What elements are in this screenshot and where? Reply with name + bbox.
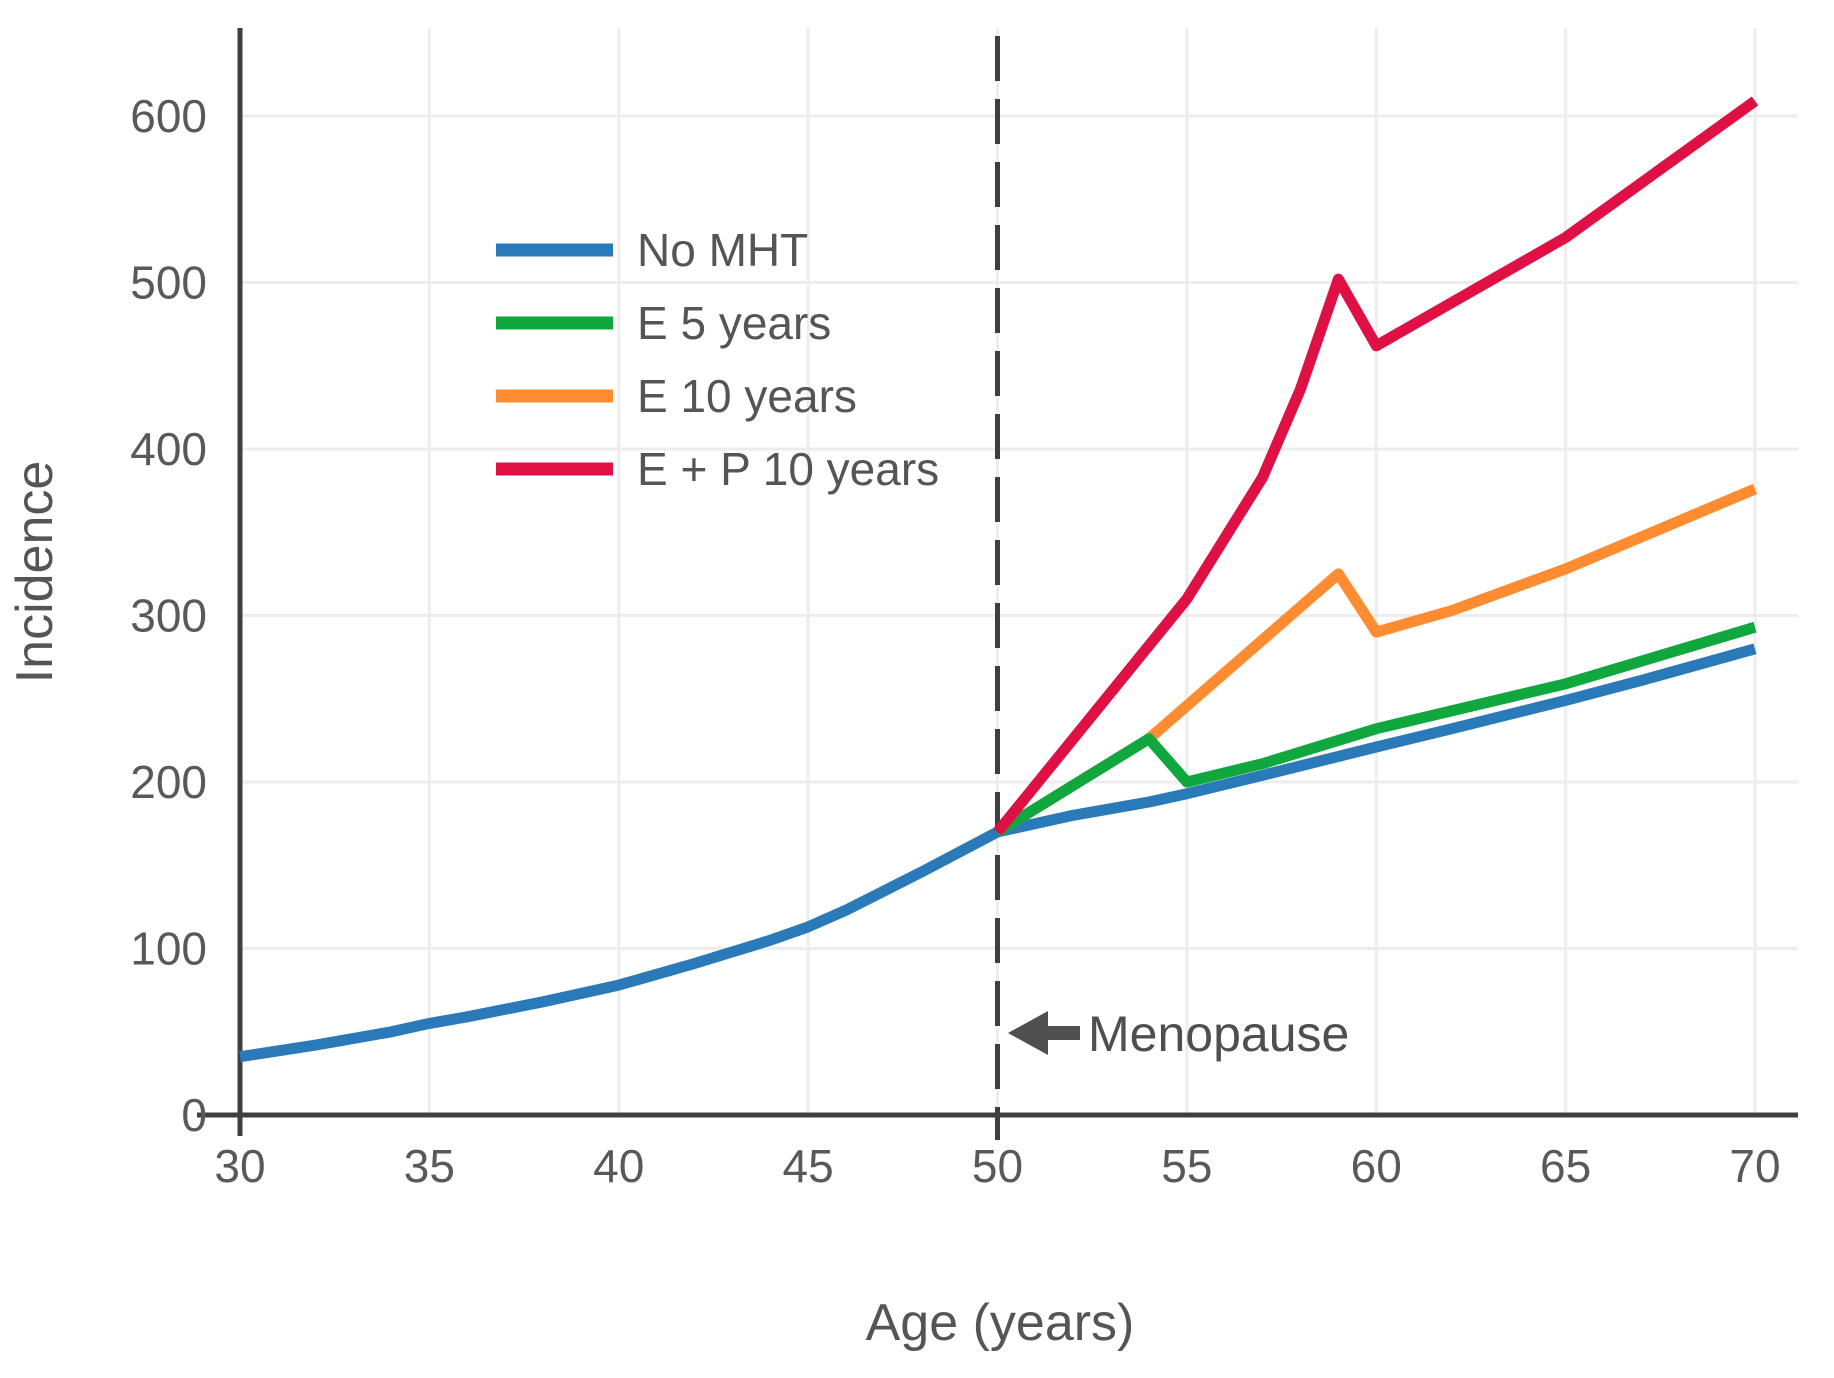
x-tick-label-50: 50 xyxy=(972,1140,1023,1192)
legend-label-e-p-10-years: E + P 10 years xyxy=(637,443,939,495)
x-axis-title: Age (years) xyxy=(866,1294,1135,1352)
x-tick-label-65: 65 xyxy=(1540,1140,1591,1192)
x-tick-label-45: 45 xyxy=(783,1140,834,1192)
legend-item-no-mht: No MHT xyxy=(496,224,808,276)
legend-item-e-5-years: E 5 years xyxy=(496,297,831,349)
x-tick-label-55: 55 xyxy=(1161,1140,1212,1192)
y-tick-label-200: 200 xyxy=(130,756,207,808)
legend-label-e-5-years: E 5 years xyxy=(637,297,831,349)
x-tick-label-30: 30 xyxy=(214,1140,265,1192)
x-tick-labels: 30 35 40 45 50 55 60 65 70 xyxy=(214,1140,1780,1192)
y-tick-labels: 0 100 200 300 400 500 600 xyxy=(130,90,207,1141)
menopause-label: Menopause xyxy=(1088,1006,1349,1062)
y-tick-label-500: 500 xyxy=(130,257,207,309)
series-line-e-5-years xyxy=(994,621,1757,837)
x-tick-label-60: 60 xyxy=(1351,1140,1402,1192)
legend: No MHT E 5 years E 10 years E + P 10 years xyxy=(496,224,939,495)
gridlines xyxy=(240,28,1798,1115)
x-tick-label-35: 35 xyxy=(404,1140,455,1192)
y-tick-label-600: 600 xyxy=(130,90,207,142)
series-line-no-mht xyxy=(239,643,1757,1063)
x-tick-label-70: 70 xyxy=(1729,1140,1780,1192)
y-tick-label-0: 0 xyxy=(181,1089,207,1141)
y-axis-title: Incidence xyxy=(6,461,64,684)
left-arrow-icon xyxy=(1008,1011,1080,1055)
legend-label-no-mht: No MHT xyxy=(637,224,808,276)
series-lines xyxy=(239,96,1759,1063)
y-tick-label-100: 100 xyxy=(130,923,207,975)
menopause-annotation: Menopause xyxy=(1008,1006,1349,1062)
legend-item-e-p-10-years: E + P 10 years xyxy=(496,443,939,495)
legend-item-e-10-years: E 10 years xyxy=(496,370,857,422)
series-line-e-p-10-years xyxy=(993,96,1759,836)
y-tick-label-400: 400 xyxy=(130,423,207,475)
legend-label-e-10-years: E 10 years xyxy=(637,370,857,422)
y-tick-label-300: 300 xyxy=(130,590,207,642)
x-tick-label-40: 40 xyxy=(593,1140,644,1192)
